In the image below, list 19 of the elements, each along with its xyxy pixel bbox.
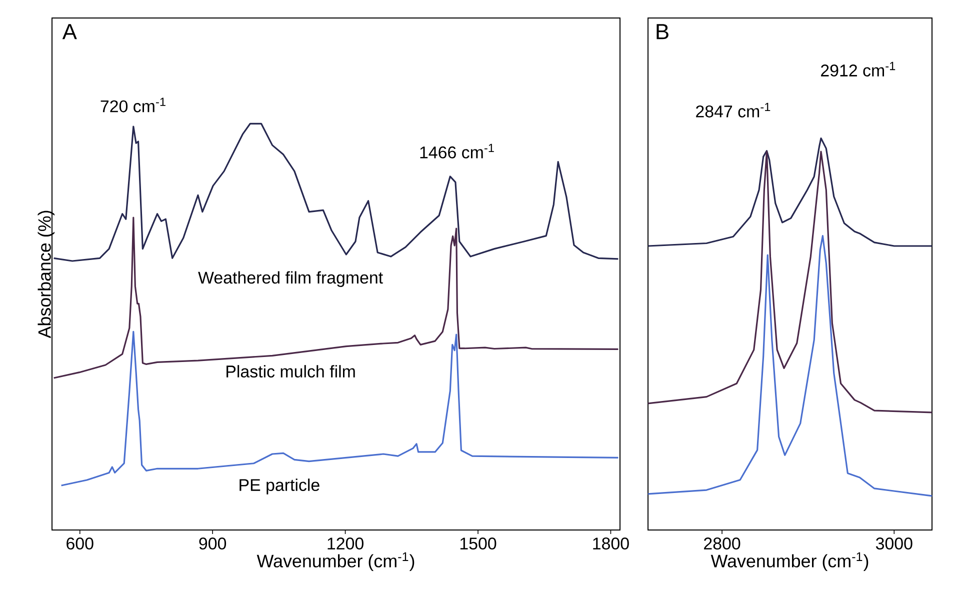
x-tick-label: 1800 xyxy=(593,538,629,550)
annotation: 1466 cm$^{-1}$ xyxy=(420,144,494,158)
y-axis-title: Absorbance (%) xyxy=(38,210,54,338)
text: 2912 cm$^{-1}$ xyxy=(821,62,896,76)
x-tick-label: 1200 xyxy=(328,538,364,550)
chart-title: A xyxy=(62,24,77,40)
x-tick-label: 900 xyxy=(199,538,226,550)
text: 720 cm$^{-1}$ xyxy=(100,98,166,112)
series-label: PE particle xyxy=(240,478,320,494)
x-tick-label: 1500 xyxy=(460,538,496,550)
x-tick-label: 3000 xyxy=(876,538,912,550)
x-axis-title: Wavenumber (cm$^{-1}$) xyxy=(710,552,868,571)
series-label: Plastic mulch film xyxy=(226,365,355,378)
series-label: Weathered film fragment xyxy=(198,271,383,288)
x-axis-title: Wavenumber (cm$^{-1}$) xyxy=(256,552,414,571)
x-tick-label: 2800 xyxy=(704,538,740,550)
chart-title: B xyxy=(656,24,668,40)
x-tick-label: 600 xyxy=(66,538,94,550)
text: 2847 cm$^{-1}$ xyxy=(696,102,770,118)
